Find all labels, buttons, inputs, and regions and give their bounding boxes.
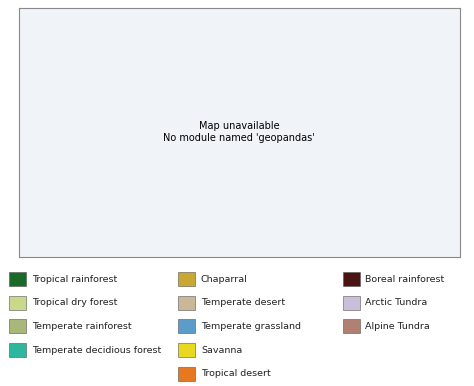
Text: Savanna: Savanna: [201, 345, 242, 355]
Bar: [178, 343, 195, 357]
Text: Tropical desert: Tropical desert: [201, 369, 271, 378]
Bar: [343, 320, 359, 334]
Text: Boreal rainforest: Boreal rainforest: [365, 274, 445, 283]
Text: Map unavailable
No module named 'geopandas': Map unavailable No module named 'geopand…: [164, 122, 315, 143]
Bar: [178, 320, 195, 334]
Text: Temperate rainforest: Temperate rainforest: [32, 322, 132, 331]
Text: Temperate desert: Temperate desert: [201, 298, 285, 307]
Bar: [9, 272, 27, 286]
Text: Chaparral: Chaparral: [201, 274, 247, 283]
Bar: [178, 272, 195, 286]
Bar: [343, 272, 359, 286]
Bar: [178, 367, 195, 381]
Bar: [343, 296, 359, 310]
Bar: [178, 296, 195, 310]
Bar: [9, 343, 27, 357]
Text: Tropical dry forest: Tropical dry forest: [32, 298, 118, 307]
Bar: [9, 296, 27, 310]
Text: Tropical rainforest: Tropical rainforest: [32, 274, 117, 283]
Text: Temperate grassland: Temperate grassland: [201, 322, 301, 331]
Text: Arctic Tundra: Arctic Tundra: [365, 298, 428, 307]
Text: Alpine Tundra: Alpine Tundra: [365, 322, 430, 331]
Text: Temperate decidious forest: Temperate decidious forest: [32, 345, 161, 355]
Bar: [9, 320, 27, 334]
